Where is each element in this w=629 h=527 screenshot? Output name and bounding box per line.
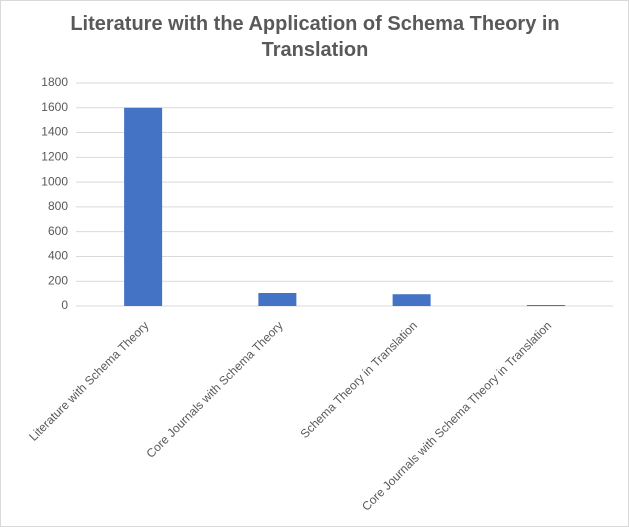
bar [526,305,565,306]
y-tick-label: 800 [48,199,68,213]
y-tick-label: 1400 [41,125,68,139]
y-tick-label: 1000 [41,174,68,188]
y-tick-label: 0 [61,298,68,312]
x-tick-label: Literature with Schema Theory [26,318,151,443]
y-tick-label: 1600 [41,100,68,114]
bar [392,294,431,306]
bar [124,107,163,307]
chart-title: Literature with the Application of Schem… [70,13,560,61]
y-tick-label: 600 [48,224,68,238]
x-tick-label: Schema Theory in Translation [298,318,420,440]
x-tick-label: Core Journals with Schema Theory [143,318,285,460]
y-tick-label: 1800 [41,75,68,89]
y-tick-label: 400 [48,249,68,263]
y-tick-label: 1200 [41,150,68,164]
bar [258,292,297,306]
y-tick-label: 200 [48,273,68,287]
